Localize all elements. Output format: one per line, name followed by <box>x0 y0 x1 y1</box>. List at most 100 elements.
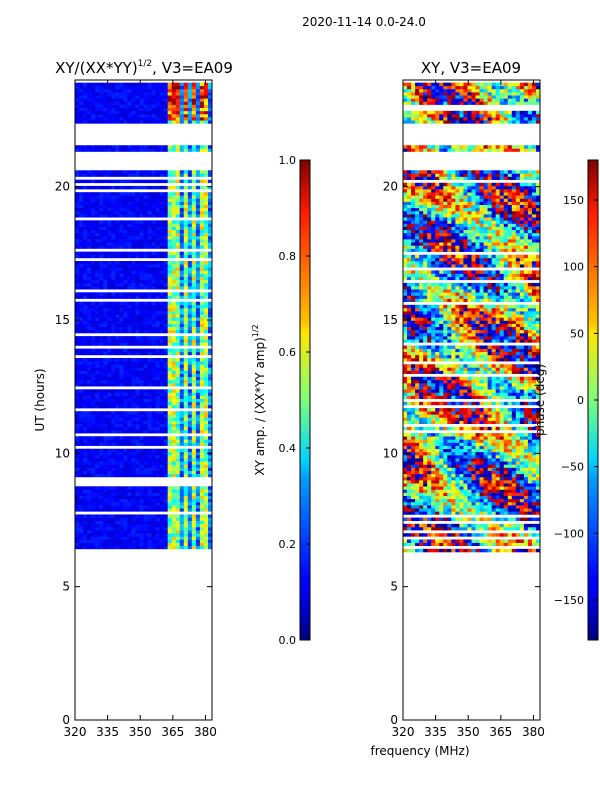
heatmap-cell <box>175 536 181 540</box>
heatmap-cell <box>127 401 132 406</box>
heatmap-cell <box>411 461 416 465</box>
heatmap-cell <box>167 204 173 209</box>
heatmap-cell <box>171 239 177 243</box>
heatmap-cell <box>451 508 456 512</box>
heatmap-cell <box>195 505 201 509</box>
heatmap-cell <box>87 270 92 274</box>
heatmap-cell <box>187 364 193 368</box>
heatmap-cell <box>95 326 100 331</box>
heatmap-cell <box>423 467 428 471</box>
heatmap-cell <box>459 505 464 509</box>
heatmap-cell <box>131 501 136 506</box>
heatmap-cell <box>79 514 84 518</box>
heatmap-cell <box>203 98 209 102</box>
heatmap-cell <box>123 389 128 393</box>
heatmap-cell <box>175 326 181 331</box>
heatmap-cell <box>75 492 80 496</box>
heatmap-cell <box>135 201 140 205</box>
left-colorbar-gradient <box>299 159 311 641</box>
heatmap-cell <box>403 526 408 531</box>
heatmap-cell <box>191 101 197 105</box>
heatmap-cell <box>127 426 132 431</box>
heatmap-cell <box>183 492 189 496</box>
heatmap-cell <box>131 361 136 365</box>
heatmap-cell <box>131 517 136 522</box>
heatmap-cell <box>443 486 448 490</box>
heatmap-cell <box>527 539 533 543</box>
heatmap-cell <box>91 254 96 259</box>
heatmap-cell <box>87 523 92 528</box>
heatmap-cell <box>151 489 156 493</box>
heatmap-cell <box>111 398 116 403</box>
heatmap-cell <box>147 373 152 378</box>
heatmap-cell <box>199 173 205 177</box>
heatmap-cell <box>203 398 209 403</box>
heatmap-cell <box>203 530 209 534</box>
heatmap-cell <box>159 251 165 256</box>
heatmap-cell <box>131 342 136 346</box>
heatmap-cell <box>123 242 128 246</box>
heatmap-cell <box>203 117 209 121</box>
heatmap-cell <box>127 311 132 315</box>
heatmap-cell <box>115 533 120 537</box>
heatmap-cell <box>155 489 161 493</box>
heatmap-cell <box>95 489 100 493</box>
heatmap-cell <box>139 339 144 343</box>
heatmap-cell <box>119 117 124 121</box>
heatmap-cell <box>203 192 209 196</box>
heatmap-cell <box>143 239 148 243</box>
heatmap-cell <box>115 235 120 240</box>
heatmap-cell <box>479 523 484 528</box>
heatmap-cell <box>535 489 540 493</box>
heatmap-cell <box>447 495 452 500</box>
heatmap-cell <box>103 517 108 522</box>
heatmap-cell <box>83 495 88 500</box>
heatmap-cell <box>107 245 112 249</box>
heatmap-cell <box>167 442 173 446</box>
heatmap-cell <box>527 480 533 484</box>
heatmap-cell <box>431 517 436 522</box>
heatmap-cell <box>103 170 108 174</box>
heatmap-cell <box>187 420 193 425</box>
heatmap-cell <box>79 82 84 87</box>
heatmap-cell <box>75 120 80 124</box>
heatmap-cell <box>195 98 201 102</box>
heatmap-cell <box>135 342 140 346</box>
heatmap-cell <box>435 464 440 468</box>
heatmap-cell <box>143 201 148 205</box>
heatmap-cell <box>143 420 148 425</box>
heatmap-cell <box>199 417 205 421</box>
heatmap-cell <box>199 95 205 99</box>
heatmap-cell <box>159 411 165 415</box>
heatmap-cell <box>171 201 177 205</box>
heatmap-cell <box>119 514 124 518</box>
heatmap-cell <box>163 364 169 368</box>
heatmap-cell <box>135 110 140 115</box>
heatmap-cell <box>87 514 92 518</box>
heatmap-cell <box>87 210 92 215</box>
heatmap-cell <box>175 261 181 265</box>
heatmap-cell <box>435 492 440 496</box>
heatmap-cell <box>183 117 189 121</box>
heatmap-cell <box>467 480 472 484</box>
heatmap-cell <box>83 498 88 503</box>
heatmap-cell <box>95 207 100 212</box>
heatmap-cell <box>79 414 84 418</box>
heatmap-cell <box>191 210 197 215</box>
heatmap-cell <box>503 489 509 493</box>
heatmap-cell <box>175 320 181 324</box>
heatmap-cell <box>195 379 201 384</box>
heatmap-cell <box>179 526 185 531</box>
heatmap-cell <box>451 533 456 537</box>
heatmap-cell <box>207 523 212 528</box>
heatmap-cell <box>111 429 116 434</box>
heatmap-cell <box>147 376 152 381</box>
heatmap-cell <box>87 426 92 431</box>
heatmap-cell <box>111 426 116 431</box>
heatmap-cell <box>175 533 181 537</box>
heatmap-cell <box>131 383 136 387</box>
heatmap-cell <box>87 495 92 500</box>
heatmap-cell <box>123 307 128 312</box>
heatmap-cell <box>99 401 104 406</box>
heatmap-cell <box>123 113 128 118</box>
